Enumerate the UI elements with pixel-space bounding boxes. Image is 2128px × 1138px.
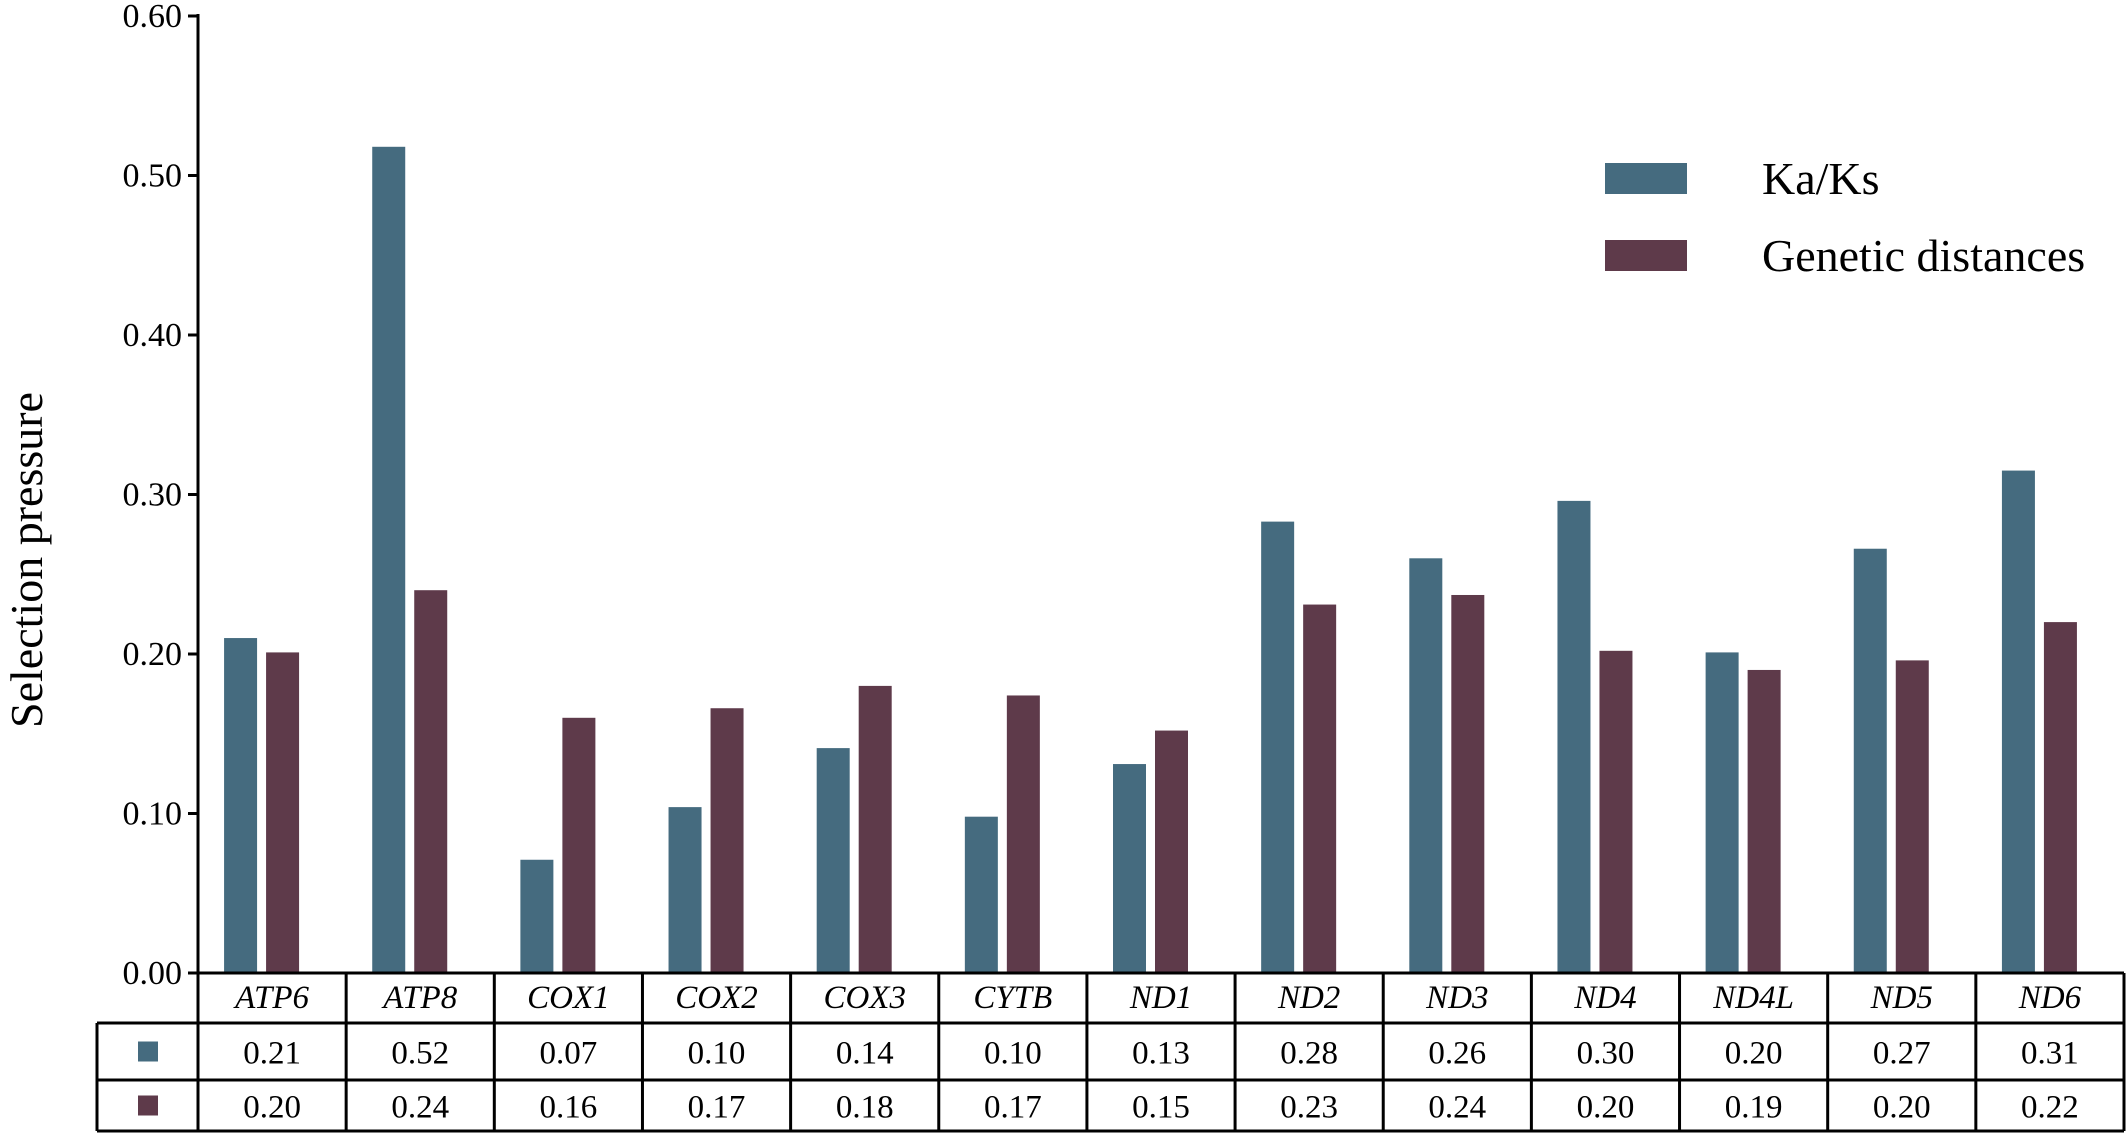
y-axis-label: Selection pressure: [1, 392, 52, 728]
data-label: 0.19: [1725, 1090, 1783, 1126]
bar-genetic-distance-cytb: [1006, 695, 1040, 973]
legend: Ka/Ks Genetic distances: [1605, 153, 2085, 281]
bar-kaks-nd5: [1853, 548, 1887, 973]
data-label: 0.20: [1725, 1036, 1783, 1072]
data-label: 0.21: [243, 1036, 301, 1072]
bar-genetic-distance-cox3: [858, 685, 892, 973]
y-tick-label: 0.00: [123, 955, 183, 992]
data-label: 0.27: [1873, 1036, 1931, 1072]
legend-swatch-genetic-distance: [1605, 240, 1687, 271]
data-label: 0.24: [391, 1090, 449, 1126]
table-series-swatch-genetic-distance: [138, 1095, 158, 1116]
data-label: 0.15: [1132, 1090, 1190, 1126]
bar-kaks-nd2: [1261, 521, 1295, 973]
x-category-label: COX1: [527, 980, 610, 1016]
data-label: 0.13: [1132, 1036, 1190, 1072]
data-label: 0.17: [984, 1090, 1042, 1126]
bar-genetic-distance-nd4l: [1747, 669, 1781, 973]
bars-group: [224, 146, 2077, 974]
data-label: 0.16: [540, 1090, 598, 1126]
data-label: 0.18: [836, 1090, 894, 1126]
bar-genetic-distance-nd2: [1303, 604, 1337, 973]
data-label: 0.10: [688, 1036, 746, 1072]
data-label: 0.14: [836, 1036, 894, 1072]
legend-label: Ka/Ks: [1762, 153, 1880, 204]
bar-kaks-nd6: [2001, 470, 2035, 973]
data-label: 0.24: [1428, 1090, 1486, 1126]
bar-kaks-cox3: [816, 748, 850, 973]
bar-genetic-distance-nd4: [1599, 650, 1633, 973]
legend-swatch-kaks: [1605, 163, 1687, 194]
y-tick-label: 0.40: [123, 317, 183, 354]
data-label: 0.30: [1577, 1036, 1635, 1072]
data-label: 0.28: [1280, 1036, 1338, 1072]
y-tick-label: 0.60: [123, 0, 183, 35]
x-category-label: ND5: [1870, 980, 1933, 1016]
data-label: 0.20: [1577, 1090, 1635, 1126]
y-tick-label: 0.50: [123, 158, 183, 195]
x-category-label: ATP6: [233, 980, 309, 1016]
legend-label: Genetic distances: [1762, 230, 2085, 281]
x-category-label: ND3: [1425, 980, 1488, 1016]
x-category-label: CYTB: [973, 980, 1052, 1016]
data-label: 0.10: [984, 1036, 1042, 1072]
bar-genetic-distance-cox2: [710, 708, 744, 973]
data-label: 0.20: [1873, 1090, 1931, 1126]
y-tick-label: 0.10: [123, 796, 183, 833]
table-series-swatch-kaks: [138, 1041, 158, 1062]
x-category-label: ND1: [1129, 980, 1192, 1016]
bar-kaks-cox1: [520, 859, 554, 973]
data-table: ATP6 ATP8 COX1 COX2 COX3 CYTB ND1 ND2 ND3 ND4 ND4L…: [95, 971, 2126, 1133]
bar-kaks-nd4l: [1705, 652, 1739, 973]
y-tick-label: 0.30: [123, 477, 183, 514]
bar-kaks-cytb: [964, 816, 998, 973]
bar-kaks-nd4: [1557, 500, 1591, 973]
bar-genetic-distance-nd3: [1451, 594, 1485, 973]
y-tick-label: 0.20: [123, 636, 183, 673]
x-category-label: ND2: [1277, 980, 1340, 1016]
data-label: 0.20: [243, 1090, 301, 1126]
x-category-label: ATP8: [381, 980, 457, 1016]
bar-kaks-nd1: [1113, 764, 1146, 973]
data-label: 0.26: [1428, 1036, 1486, 1072]
bar-genetic-distance-cox1: [562, 717, 596, 973]
data-label: 0.07: [540, 1036, 598, 1072]
bar-kaks-nd3: [1409, 558, 1443, 973]
bar-kaks-atp8: [372, 146, 406, 974]
data-label: 0.22: [2021, 1090, 2079, 1126]
bar-kaks-atp6: [224, 638, 258, 973]
bar-genetic-distance-atp8: [414, 590, 448, 973]
data-label: 0.52: [391, 1036, 449, 1072]
bar-genetic-distance-atp6: [266, 652, 300, 973]
x-category-label: COX3: [823, 980, 906, 1016]
data-label: 0.23: [1280, 1090, 1338, 1126]
x-category-label: ND4L: [1712, 980, 1794, 1016]
y-axis: 0.00 0.10 0.20 0.30 0.40 0.50 0.60: [123, 0, 200, 992]
data-label: 0.17: [688, 1090, 746, 1126]
bar-genetic-distance-nd5: [1895, 660, 1929, 973]
bar-genetic-distance-nd1: [1155, 730, 1188, 973]
bar-genetic-distance-nd6: [2043, 622, 2077, 973]
x-category-label: COX2: [675, 980, 758, 1016]
x-category-label: ND6: [2018, 980, 2082, 1016]
data-label: 0.31: [2021, 1036, 2079, 1072]
bar-kaks-cox2: [668, 807, 702, 973]
x-category-label: ND4: [1573, 980, 1636, 1016]
